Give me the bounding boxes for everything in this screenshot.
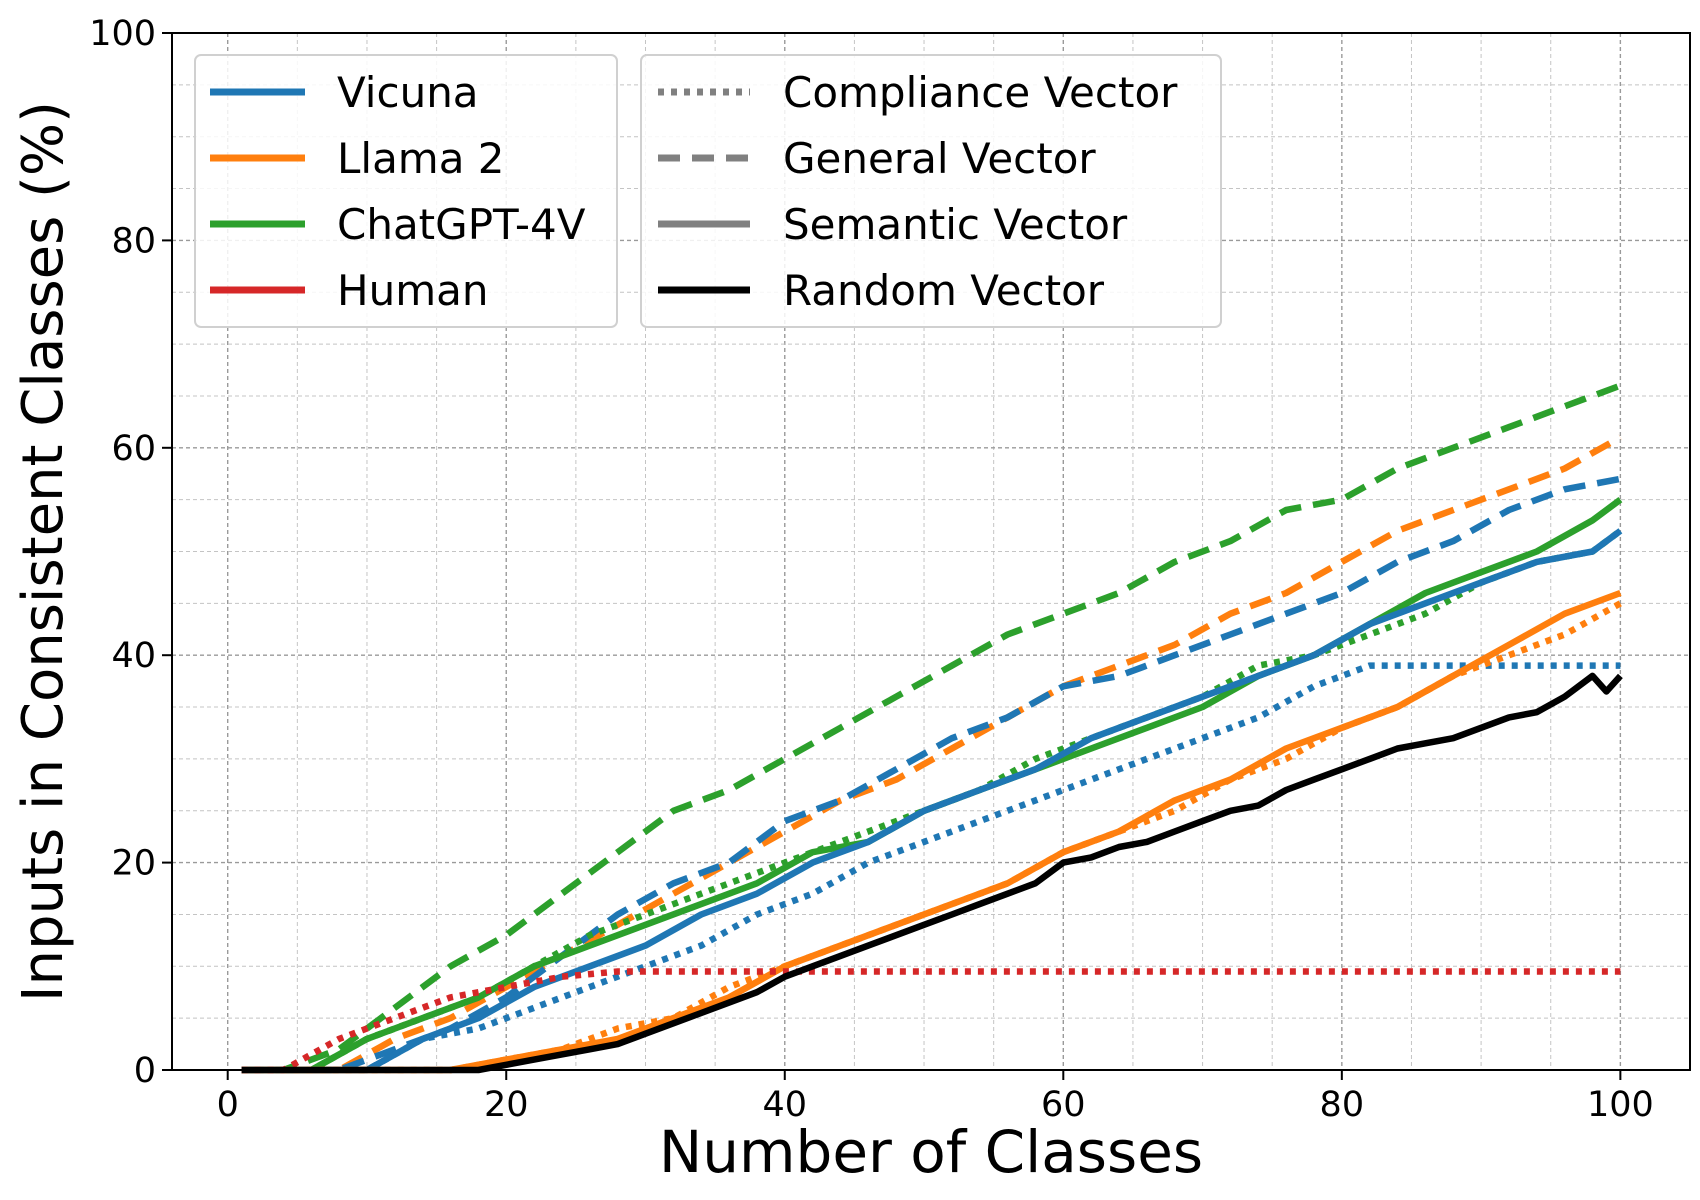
y-tick-label: 100 bbox=[89, 14, 156, 54]
series-line-human-compliance-vector bbox=[241, 968, 1621, 1074]
series-line-vicuna-semantic-vector bbox=[241, 528, 1623, 1074]
y-tick-label: 80 bbox=[111, 221, 156, 261]
legend-label: Vicuna bbox=[337, 68, 479, 117]
y-tick-label: 0 bbox=[134, 1051, 156, 1091]
legend-models: Vicuna Llama 2 ChatGPT-4V Human bbox=[194, 54, 618, 328]
series-line-chatgpt-4v-general-vector bbox=[241, 382, 1622, 1074]
axis-ticks: 0 20 40 60 80 100 0 20 40 60 80 100 bbox=[89, 14, 1654, 1125]
x-tick-label: 40 bbox=[762, 1085, 807, 1125]
x-tick-label: 80 bbox=[1320, 1085, 1365, 1125]
x-tick-label: 100 bbox=[1587, 1085, 1654, 1125]
series-line-vicuna-compliance-vector bbox=[241, 662, 1621, 1074]
plot-frame bbox=[171, 32, 1691, 1071]
y-tick-label: 60 bbox=[111, 429, 156, 469]
legend-models-box bbox=[194, 54, 618, 328]
y-tick-label: 40 bbox=[111, 636, 156, 676]
y-axis-title: Inputs in Consistent Classes (%) bbox=[11, 101, 76, 1002]
legend-styles: Compliance Vector General Vector Semantic … bbox=[640, 54, 1222, 328]
x-tick-label: 20 bbox=[484, 1085, 529, 1125]
x-axis-title: Number of Classes bbox=[659, 1118, 1203, 1186]
legend-label: Random Vector bbox=[783, 266, 1105, 315]
series-line-llama-2-general-vector bbox=[241, 434, 1622, 1074]
legend-label: Compliance Vector bbox=[783, 68, 1178, 117]
legend-label: Llama 2 bbox=[337, 134, 505, 183]
x-tick-label: 0 bbox=[217, 1085, 239, 1125]
legend-label: ChatGPT-4V bbox=[337, 200, 586, 249]
series-line-random-random-vector bbox=[241, 672, 1623, 1074]
legend-label: Human bbox=[337, 266, 488, 315]
legend-label: General Vector bbox=[783, 134, 1096, 183]
series-line-vicuna-general-vector bbox=[241, 475, 1621, 1074]
series-line-chatgpt-4v-semantic-vector bbox=[241, 496, 1623, 1074]
legend-label: Semantic Vector bbox=[783, 200, 1128, 249]
series-line-llama-2-compliance-vector bbox=[241, 600, 1622, 1074]
series-layer bbox=[241, 382, 1623, 1074]
y-tick-label: 20 bbox=[111, 844, 156, 884]
x-tick-label: 60 bbox=[1041, 1085, 1086, 1125]
legend-styles-box bbox=[640, 54, 1222, 328]
series-line-chatgpt-4v-compliance-vector bbox=[241, 528, 1623, 1074]
